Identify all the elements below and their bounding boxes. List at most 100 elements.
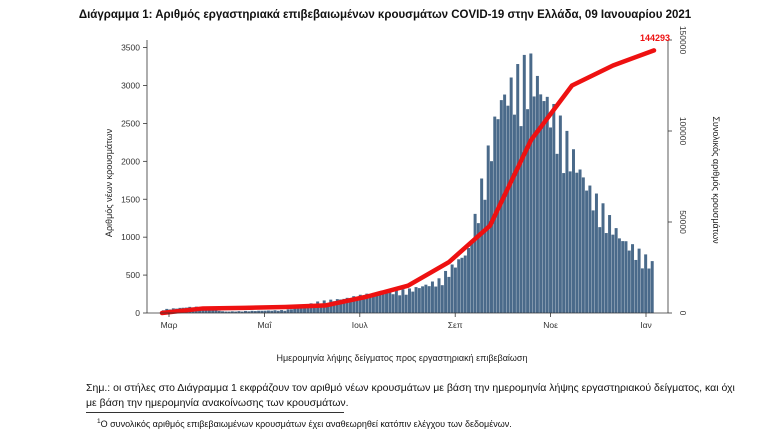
bar	[535, 75, 539, 313]
bar	[457, 259, 461, 313]
y2-tick-label: 100000	[678, 117, 688, 146]
bar	[230, 311, 234, 313]
bar	[565, 130, 569, 313]
y-tick-label: 500	[126, 270, 140, 280]
bar	[437, 278, 441, 313]
bar	[614, 228, 618, 313]
bar	[299, 306, 303, 313]
bar	[480, 178, 484, 313]
bar	[286, 309, 290, 313]
cumulative-line	[159, 48, 657, 316]
bar	[358, 294, 362, 313]
bar	[204, 309, 208, 313]
x-tick-label: Ιαν	[640, 320, 652, 330]
bar	[244, 310, 247, 313]
bar	[368, 297, 372, 313]
bar	[378, 292, 382, 313]
bar	[250, 310, 254, 313]
bar	[512, 114, 516, 313]
bar	[450, 264, 454, 313]
bar	[545, 96, 549, 313]
x-axis-label: Ημερομηνία λήψης δείγματος προς εργαστηρ…	[277, 353, 528, 363]
y-axis-label: Αριθμός νέων κρουσμάτων	[104, 128, 114, 237]
x-tick-label: Νοε	[543, 320, 558, 330]
bar	[273, 310, 277, 313]
bar	[227, 311, 231, 313]
bar	[575, 172, 579, 313]
x-ticks: Μαρ Μαΐ Ιουλ Σεπ Νοε Ιαν	[161, 313, 652, 330]
bar	[509, 77, 513, 313]
bar	[621, 241, 625, 313]
bar	[516, 64, 520, 313]
note: Σημ.: οι στήλες στο Διάγραμμα 1 εκφράζου…	[86, 382, 735, 409]
bar	[352, 296, 356, 313]
bar	[414, 287, 418, 313]
bar	[371, 292, 375, 313]
bar	[289, 309, 293, 313]
bar	[555, 153, 559, 313]
bar	[463, 255, 467, 313]
bar	[303, 305, 307, 313]
bar	[421, 286, 425, 313]
bar	[529, 53, 533, 313]
bar	[470, 243, 474, 313]
bar	[385, 293, 389, 313]
bar	[598, 227, 602, 313]
x-tick-label: Μαΐ	[257, 320, 272, 330]
bars-group	[162, 53, 654, 314]
bar	[260, 310, 264, 313]
bar	[637, 248, 641, 313]
bar	[473, 213, 477, 313]
bar	[562, 173, 566, 313]
bar	[394, 290, 398, 313]
bar	[460, 257, 464, 313]
y-ticks: 0 500 1000 1500 2000 2500 3000 3500	[121, 43, 147, 318]
bar	[647, 268, 651, 313]
bar	[263, 310, 267, 313]
bar	[276, 310, 280, 313]
bar	[332, 301, 336, 313]
bar	[549, 127, 553, 313]
bar	[365, 293, 369, 313]
bar	[434, 286, 438, 313]
bar	[588, 185, 592, 313]
bar	[532, 96, 536, 313]
bar	[519, 126, 523, 313]
cumulative-line-group	[159, 48, 657, 316]
bar	[404, 294, 408, 313]
bar	[490, 161, 493, 313]
bar	[296, 307, 300, 313]
y2-tick-label: 150000	[678, 26, 688, 55]
bar	[221, 311, 225, 313]
bar	[240, 311, 244, 313]
y-tick-label: 2000	[121, 156, 140, 166]
footnote: 1Ο συνολικός αριθμός επιβεβαιωμένων κρου…	[97, 418, 512, 429]
bar	[207, 308, 211, 313]
bar	[280, 310, 284, 313]
bar	[558, 115, 562, 314]
bar	[257, 310, 261, 313]
bar	[266, 310, 270, 313]
bar	[237, 311, 241, 313]
bar	[591, 210, 595, 313]
bar	[401, 289, 405, 313]
x-tick-label: Σεπ	[448, 320, 463, 330]
y-tick-label: 3500	[121, 43, 140, 53]
bar	[522, 54, 526, 313]
bar	[417, 288, 421, 313]
bar	[362, 299, 366, 313]
bar	[496, 119, 500, 313]
bar	[381, 292, 385, 313]
bar	[631, 244, 635, 313]
bar	[506, 105, 510, 313]
bar	[427, 286, 431, 313]
bar	[342, 298, 346, 313]
bar	[326, 302, 329, 313]
bar	[627, 250, 631, 313]
bar	[293, 307, 297, 313]
bar	[542, 101, 546, 313]
bar	[503, 94, 507, 313]
bar	[312, 304, 316, 313]
bar	[348, 298, 352, 313]
bar	[283, 310, 287, 313]
